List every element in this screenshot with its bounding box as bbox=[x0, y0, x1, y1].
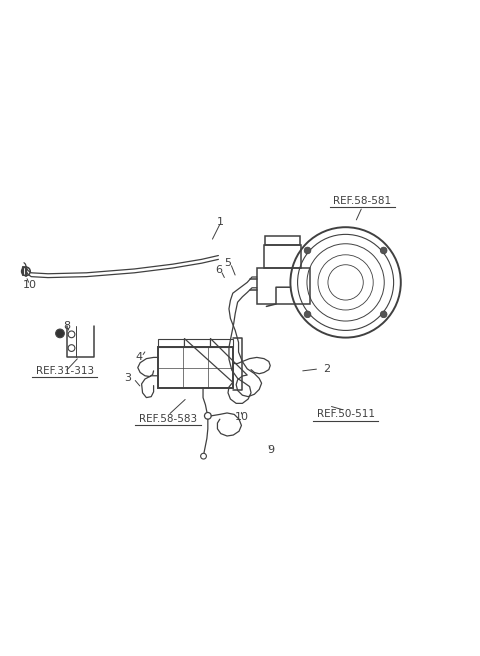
Bar bbox=[158, 338, 233, 347]
Text: REF.58-581: REF.58-581 bbox=[333, 195, 392, 206]
Text: 9: 9 bbox=[268, 445, 275, 455]
Circle shape bbox=[56, 329, 64, 338]
Text: 10: 10 bbox=[234, 412, 249, 422]
Bar bbox=[264, 245, 301, 268]
Text: 10: 10 bbox=[23, 280, 37, 290]
Text: 1: 1 bbox=[217, 217, 224, 228]
Circle shape bbox=[304, 247, 311, 254]
Text: 5: 5 bbox=[225, 258, 231, 268]
Text: 6: 6 bbox=[215, 266, 222, 276]
Text: 4: 4 bbox=[136, 352, 143, 362]
Text: REF.31-313: REF.31-313 bbox=[36, 366, 94, 376]
Circle shape bbox=[380, 311, 387, 318]
Circle shape bbox=[304, 311, 311, 318]
Bar bbox=[265, 236, 300, 245]
Circle shape bbox=[380, 247, 387, 254]
Bar bbox=[257, 268, 310, 304]
Bar bbox=[158, 347, 233, 388]
Text: REF.50-511: REF.50-511 bbox=[317, 409, 374, 419]
Text: 3: 3 bbox=[124, 373, 131, 383]
Text: REF.58-583: REF.58-583 bbox=[139, 414, 197, 424]
Text: 8: 8 bbox=[64, 321, 71, 331]
Text: 2: 2 bbox=[323, 364, 330, 374]
